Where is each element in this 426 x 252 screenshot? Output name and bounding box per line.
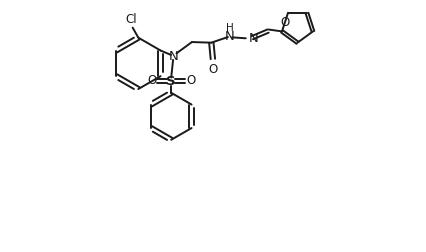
Text: N: N	[248, 33, 258, 45]
Text: O: O	[147, 74, 156, 87]
Text: O: O	[208, 63, 217, 76]
Text: O: O	[280, 16, 289, 29]
Text: O: O	[186, 74, 195, 87]
Text: S: S	[166, 75, 176, 88]
Text: Cl: Cl	[125, 13, 137, 26]
Text: H: H	[225, 23, 233, 33]
Text: N: N	[168, 50, 178, 63]
Text: N: N	[224, 30, 234, 43]
